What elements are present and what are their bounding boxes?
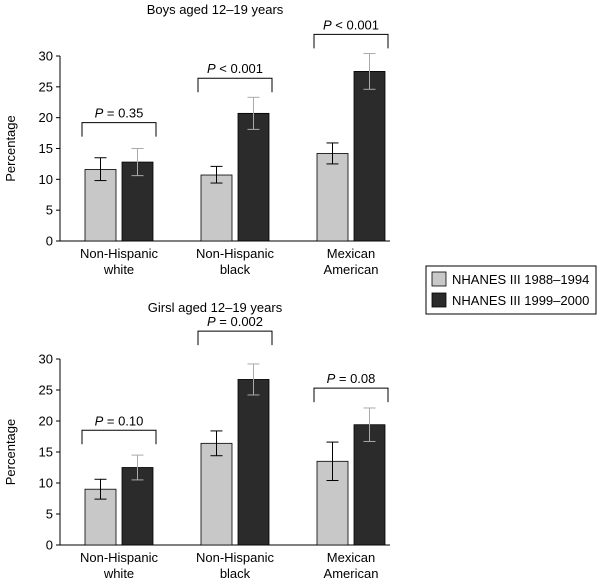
p-value-annotation: P = 0.002 [207,314,263,329]
y-tick-label: 0 [46,234,53,249]
bar [200,174,233,242]
bar [121,467,154,546]
y-tick-label: 25 [39,383,53,398]
y-tick-label: 15 [39,445,53,460]
x-tick-label: Mexican [327,550,375,565]
significance-bracket [197,330,273,346]
y-tick-label: 30 [39,352,53,367]
significance-bracket [313,387,389,403]
chart-title: Girsl aged 12–19 years [148,300,283,315]
y-axis-label: Percentage [3,115,18,182]
p-value: < 0.001 [332,17,379,32]
p-value-annotation: P = 0.35 [95,106,144,121]
x-tick-label: Non-Hispanic [196,246,275,261]
significance-bracket [313,33,389,49]
bar [237,112,270,242]
p-value-annotation: P = 0.10 [95,413,144,428]
x-tick-label: Non-Hispanic [80,246,159,261]
y-tick-label: 10 [39,172,53,187]
x-tick-label: Mexican [327,246,375,261]
legend: NHANES III 1988–1994 NHANES III 1999–200… [425,265,597,315]
x-tick-label: Non-Hispanic [80,550,159,565]
legend-swatch-1988-1994 [431,271,447,287]
y-tick-label: 25 [39,79,53,94]
y-tick-label: 20 [39,110,53,125]
x-tick-label: black [220,566,251,581]
p-value: < 0.001 [216,61,263,76]
bar [237,379,270,546]
y-tick-label: 20 [39,414,53,429]
x-tick-label: white [103,262,134,277]
p-value: = 0.10 [103,413,143,428]
y-tick-label: 0 [46,538,53,553]
bar [353,71,386,242]
legend-label-1988-1994: NHANES III 1988–1994 [452,272,589,287]
p-symbol: P [95,106,104,121]
p-symbol: P [207,314,216,329]
bar [200,442,233,546]
x-tick-label: black [220,262,251,277]
p-symbol: P [207,61,216,76]
legend-swatch-1999-2000 [431,292,447,308]
y-axis-label: Percentage [3,419,18,486]
bar [316,153,349,242]
x-tick-label: Non-Hispanic [196,550,275,565]
y-tick-label: 10 [39,476,53,491]
boys-chart: Boys aged 12–19 years 0 5 10 15 20 25 30 Percen… [3,2,390,277]
y-tick-label: 5 [46,203,53,218]
p-value-annotation: P < 0.001 [207,61,263,76]
significance-bracket [81,122,157,137]
p-symbol: P [323,17,332,32]
bar [84,169,117,242]
p-value: = 0.35 [103,106,143,121]
x-tick-label: American [324,262,379,277]
p-value-annotation: P < 0.001 [323,17,379,32]
x-tick-label: white [103,566,134,581]
p-value: = 0.08 [335,371,375,386]
legend-box [425,265,597,315]
p-value-annotation: P = 0.08 [327,371,376,386]
x-tick-label: American [324,566,379,581]
y-tick-label: 30 [39,49,53,64]
p-symbol: P [327,371,336,386]
bar [353,424,386,546]
p-value: = 0.002 [216,314,263,329]
y-tick-label: 5 [46,507,53,522]
chart-title: Boys aged 12–19 years [147,2,284,17]
significance-bracket [81,429,157,445]
y-tick-label: 15 [39,141,53,156]
girls-chart: Girsl aged 12–19 years 0 5 10 15 20 25 30 Perce… [3,300,390,581]
significance-bracket [197,77,273,93]
legend-label-1999-2000: NHANES III 1999–2000 [452,293,589,308]
p-symbol: P [95,413,104,428]
